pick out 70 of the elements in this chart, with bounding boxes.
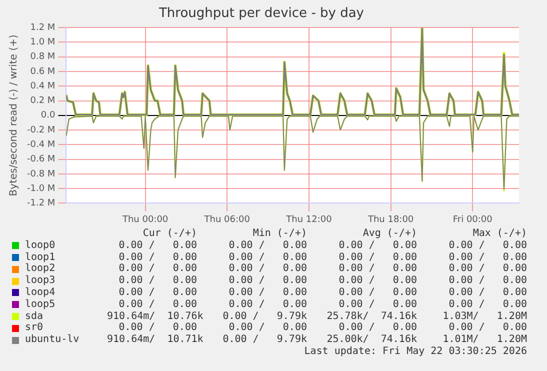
- x-tick-label: Thu 06:00: [203, 214, 250, 225]
- text: 1.01M/ 1.20M: [442, 334, 527, 346]
- text: 0.00 / 0.00: [228, 298, 307, 311]
- text: 0.00 / 0.00: [448, 286, 527, 299]
- text: 0.00 / 9.79k: [222, 334, 307, 346]
- y-tick-label: -0.8 M: [27, 169, 56, 180]
- legend-label: loop1: [25, 252, 56, 263]
- text: 1.03M/ 1.20M: [442, 310, 527, 322]
- y-tick-label: 0.8 M: [30, 52, 56, 62]
- y-tick-label: 1.0 M: [30, 38, 56, 48]
- legend-label: sr0: [25, 322, 44, 334]
- text: 0.00 / 0.00: [118, 298, 197, 311]
- y-tick-label: -0.6 M: [27, 154, 56, 165]
- text: 0.00 / 0.00: [338, 286, 417, 299]
- text: 0.00 / 0.00: [118, 286, 197, 299]
- y-tick-label: 0.0: [40, 110, 56, 121]
- text: 0.00 / 0.00: [228, 286, 307, 299]
- y-axis-title: Bytes/second read (-) / write (+): [8, 34, 20, 196]
- x-tick-label: Thu 18:00: [366, 214, 414, 225]
- text: 0.00 / 0.00: [118, 275, 197, 287]
- y-tick-label: -0.4 M: [27, 140, 56, 150]
- text: 910.64m/ 10.71k: [107, 334, 204, 346]
- text: 0.00 / 0.00: [228, 275, 307, 287]
- text: 0.00 / 0.00: [448, 322, 527, 334]
- text: 0.00 / 0.00: [118, 252, 197, 264]
- text: 25.00k/ 74.16k: [326, 334, 417, 346]
- text: 0.00 / 0.00: [118, 263, 197, 276]
- text: 0.00 / 0.00: [118, 322, 197, 334]
- text: 0.00 / 0.00: [338, 275, 417, 287]
- legend-label: loop5: [25, 298, 56, 311]
- chart-title: Throughput per device - by day: [158, 6, 364, 22]
- legend-label: loop3: [25, 275, 56, 287]
- text: 0.00 / 9.79k: [222, 310, 307, 322]
- legend-label: loop4: [25, 286, 56, 299]
- x-tick-label: Thu 12:00: [285, 214, 332, 225]
- text: 0.00 / 0.00: [448, 263, 527, 276]
- y-tick-label: 0.2 M: [30, 96, 56, 106]
- text: 0.00 / 0.00: [228, 263, 307, 276]
- text: Max (-/+): [472, 228, 527, 240]
- y-tick-label: -1.2 M: [27, 198, 56, 209]
- y-tick-label: 1.2 M: [30, 22, 56, 33]
- text: 0.00 / 0.00: [448, 240, 527, 252]
- y-tick-label: 0.6 M: [30, 66, 56, 77]
- text: 0.00 / 0.00: [338, 240, 417, 252]
- text: 0.00 / 0.00: [228, 240, 307, 252]
- text: Min (-/+): [252, 228, 307, 240]
- y-tick-label: 0.4 M: [30, 81, 56, 92]
- x-tick-label: Thu 00:00: [121, 214, 168, 225]
- text: 0.00 / 0.00: [448, 252, 527, 264]
- x-tick-label: Fri 00:00: [452, 214, 493, 225]
- legend-label: sda: [25, 310, 44, 322]
- text: 0.00 / 0.00: [118, 240, 197, 252]
- text: 0.00 / 0.00: [448, 298, 527, 311]
- text: 0.00 / 0.00: [338, 322, 417, 334]
- text: 0.00 / 0.00: [338, 263, 417, 276]
- y-tick-label: -0.2 M: [27, 125, 56, 136]
- text: Cur (-/+): [142, 228, 197, 240]
- text: 0.00 / 0.00: [448, 275, 527, 287]
- legend-label: loop0: [25, 240, 56, 252]
- legend-label: loop2: [25, 263, 56, 275]
- text: Last update: Fri May 22 03:30:25 2026: [303, 346, 527, 358]
- text: 0.00 / 0.00: [228, 322, 307, 334]
- text: 0.00 / 0.00: [338, 252, 417, 264]
- text: 0.00 / 0.00: [338, 298, 417, 311]
- legend-label: ubuntu-lv: [25, 334, 80, 346]
- text: 25.78k/ 74.16k: [326, 310, 417, 322]
- y-tick-label: -1.0 M: [27, 184, 56, 194]
- text: Avg (-/+): [362, 228, 417, 240]
- text: 0.00 / 0.00: [228, 252, 307, 264]
- text: 910.64m/ 10.76k: [107, 310, 204, 322]
